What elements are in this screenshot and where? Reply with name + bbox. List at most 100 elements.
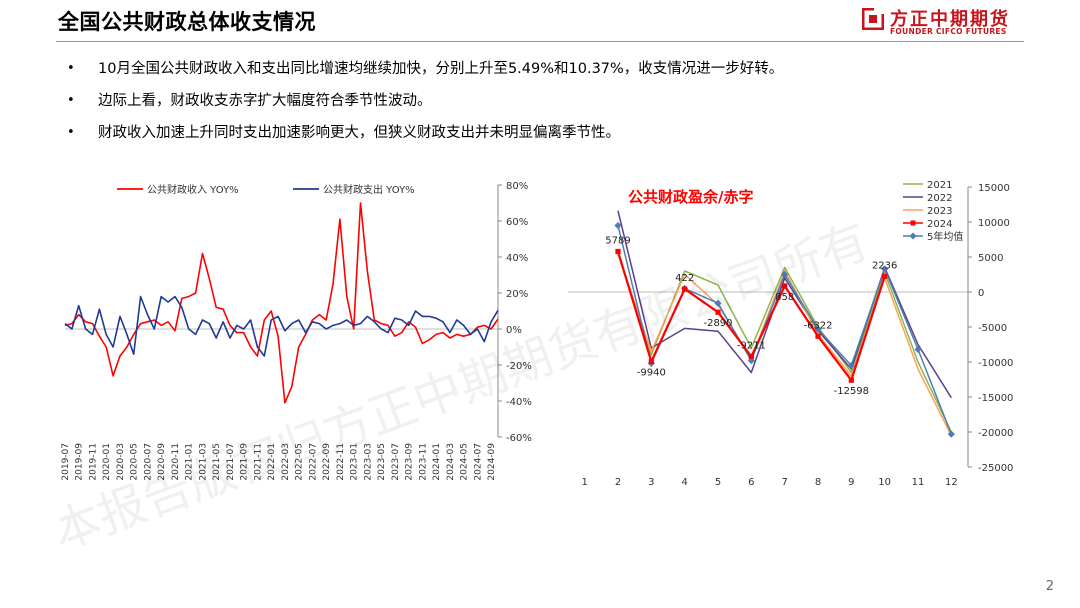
x-tick-label: 7 <box>781 477 787 488</box>
x-tick-label: 2019-09 <box>75 443 85 481</box>
legend-label: 2022 <box>927 193 952 204</box>
x-tick-label: 2022-01 <box>267 443 277 481</box>
x-tick-label: 2024-07 <box>473 443 483 481</box>
data-point-2024 <box>615 248 621 255</box>
x-tick-label: 2019-07 <box>61 443 71 481</box>
data-point-2024 <box>882 273 888 279</box>
x-tick-label: 2023-11 <box>418 443 428 481</box>
x-tick-label: 2023-09 <box>405 443 415 481</box>
y-tick-label: 5000 <box>978 253 1003 264</box>
bullet-item: • 10月全国公共财政收入和支出同比增速均继续加快，分别上升至5.49%和10.… <box>60 58 1040 90</box>
y-tick-label: -10000 <box>978 358 1013 369</box>
bullet-item: • 财政收入加速上升同时支出加速影响更大，但狭义财政支出并未明显偏离季节性。 <box>60 122 1040 154</box>
series-line-2022 <box>617 210 952 399</box>
data-label: 422 <box>675 273 694 284</box>
x-tick-label: 3 <box>648 477 654 488</box>
series-line-2021 <box>617 253 952 433</box>
bullet-item: • 边际上看，财政收支赤字扩大幅度符合季节性波动。 <box>60 90 1040 122</box>
data-point-avg <box>847 361 855 370</box>
bullet-marker: • <box>67 125 75 140</box>
series-line-5年均值 <box>617 225 952 435</box>
x-tick-label: 2020-01 <box>102 443 112 481</box>
x-tick-label: 2023-05 <box>377 443 387 481</box>
x-tick-label: 2020-03 <box>116 443 126 481</box>
data-label: -12598 <box>834 386 869 397</box>
x-tick-label: 11 <box>912 477 925 488</box>
y-tick-label: 20% <box>506 289 528 300</box>
logo-mark-icon <box>862 8 884 30</box>
x-tick-label: 5 <box>715 477 721 488</box>
data-label: -9211 <box>737 340 766 351</box>
data-label: 2236 <box>872 260 897 271</box>
title-divider <box>56 41 1024 42</box>
series-line-revenue <box>64 202 499 404</box>
x-tick-label: 2021-03 <box>198 443 208 481</box>
data-point-2024 <box>782 283 788 289</box>
page-number: 2 <box>1045 579 1054 594</box>
data-point-2024 <box>682 286 688 292</box>
data-label: 5789 <box>605 235 630 246</box>
x-tick-label: 2022-09 <box>322 443 332 481</box>
y-tick-label: -5000 <box>978 323 1007 334</box>
x-tick-label: 2021-01 <box>185 443 195 481</box>
data-point-2024 <box>748 353 754 360</box>
legend-label: 2021 <box>927 180 952 191</box>
logo-name-en: FOUNDER CIFCO FUTURES <box>890 27 1007 36</box>
x-tick-label: 2 <box>615 477 621 488</box>
y-tick-label: -15000 <box>978 393 1013 404</box>
x-tick-label: 12 <box>945 477 958 488</box>
y-tick-label: 0 <box>978 288 984 299</box>
x-tick-label: 2024-01 <box>432 443 442 481</box>
y-tick-label: 15000 <box>978 183 1010 194</box>
x-tick-label: 2021-05 <box>212 443 222 481</box>
y-tick-label: 10000 <box>978 218 1010 229</box>
bullet-text: 10月全国公共财政收入和支出同比增速均继续加快，分别上升至5.49%和10.37… <box>98 61 784 77</box>
company-logo: 方正中期期货 FOUNDER CIFCO FUTURES <box>862 6 1022 36</box>
data-point-avg <box>714 299 722 307</box>
legend-label: 2023 <box>927 206 952 217</box>
x-tick-label: 8 <box>815 477 821 488</box>
x-tick-label: 2024-09 <box>487 443 497 481</box>
x-tick-label: 6 <box>748 477 754 488</box>
x-tick-label: 1 <box>581 477 587 488</box>
x-tick-label: 2019-11 <box>88 443 98 481</box>
x-tick-label: 2021-07 <box>226 443 236 481</box>
x-tick-label: 2022-07 <box>308 443 318 481</box>
y-tick-label: -60% <box>506 433 532 444</box>
legend-marker <box>910 220 916 226</box>
x-tick-label: 2022-03 <box>281 443 291 481</box>
y-tick-label: -40% <box>506 397 532 408</box>
bullet-marker: • <box>67 61 75 76</box>
legend-label: 2024 <box>927 219 952 230</box>
bullet-text: 边际上看，财政收支赤字扩大幅度符合季节性波动。 <box>98 93 432 109</box>
data-label: 858 <box>775 292 794 303</box>
x-tick-label: 9 <box>848 477 854 488</box>
y-tick-label: -20% <box>506 361 532 372</box>
data-point-2024 <box>648 358 654 365</box>
data-point-avg <box>614 221 622 230</box>
data-label: -2890 <box>703 318 732 329</box>
data-label: -9940 <box>637 368 666 379</box>
x-tick-label: 10 <box>878 477 891 488</box>
y-tick-label: 0% <box>506 325 522 336</box>
data-label: -6322 <box>803 320 832 331</box>
bullet-list: • 10月全国公共财政收入和支出同比增速均继续加快，分别上升至5.49%和10.… <box>60 58 1040 154</box>
logo-name-cn: 方正中期期货 <box>890 9 1010 30</box>
data-point-avg <box>881 265 889 273</box>
data-point-2024 <box>715 309 721 315</box>
x-tick-label: 2022-11 <box>336 443 346 481</box>
data-point-avg <box>947 430 955 438</box>
bullet-marker: • <box>67 93 75 108</box>
page-title: 全国公共财政总体收支情况 <box>58 10 316 34</box>
data-point-avg <box>781 270 789 279</box>
series-line-2023 <box>617 253 952 436</box>
x-tick-label: 2023-03 <box>363 443 373 481</box>
y-tick-label: -20000 <box>978 428 1013 439</box>
chart-title: 公共财政盈余/赤字 <box>628 188 753 206</box>
data-point-avg <box>914 345 922 353</box>
legend-marker <box>909 232 917 240</box>
legend-label: 公共财政收入 YOY% <box>147 183 239 196</box>
x-tick-label: 2024-05 <box>460 443 470 481</box>
x-tick-label: 4 <box>681 477 687 488</box>
x-tick-label: 2023-01 <box>350 443 360 481</box>
